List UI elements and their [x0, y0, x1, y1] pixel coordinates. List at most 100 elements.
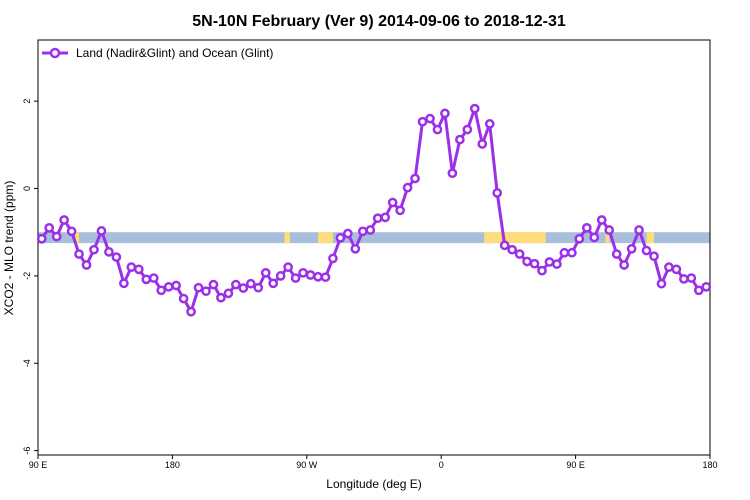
x-tick-label: 90 W — [296, 460, 318, 470]
data-point — [469, 103, 480, 114]
data-point — [178, 293, 189, 304]
x-tick-label: 90 E — [566, 460, 585, 470]
data-point — [410, 173, 420, 184]
data-point — [365, 225, 376, 235]
y-tick-label: -4 — [22, 359, 32, 367]
data-point — [343, 228, 353, 239]
y-tick-label: -2 — [22, 272, 32, 280]
data-point — [36, 233, 47, 244]
y-tick-label: -6 — [22, 447, 32, 455]
data-point — [193, 282, 204, 293]
data-point — [402, 182, 413, 193]
data-point — [447, 168, 458, 179]
data-point — [455, 134, 465, 145]
data-point — [298, 267, 308, 278]
data-point — [604, 225, 615, 235]
series-group — [36, 103, 712, 317]
data-point — [141, 274, 152, 285]
data-point — [357, 226, 368, 237]
data-point — [44, 222, 55, 233]
data-point — [581, 222, 592, 233]
data-point — [514, 249, 525, 259]
data-point — [268, 278, 279, 289]
data-point — [634, 225, 644, 235]
data-point — [664, 262, 674, 273]
data-point — [96, 226, 107, 236]
data-point — [238, 283, 249, 293]
data-point — [611, 249, 622, 259]
data-point — [275, 271, 286, 281]
data-point — [81, 260, 92, 270]
data-point — [156, 285, 167, 296]
legend-marker-swatch — [49, 47, 61, 59]
data-point — [216, 292, 226, 303]
land-patch — [75, 232, 80, 244]
data-point — [507, 244, 517, 255]
data-point — [126, 262, 137, 273]
legend: Land (Nadir&Glint) and Ocean (Glint) — [42, 46, 273, 60]
data-point — [619, 260, 629, 270]
series-line — [40, 107, 707, 314]
data-point — [350, 243, 361, 254]
data-point — [395, 205, 405, 216]
x-tick-label: 90 E — [29, 460, 48, 470]
data-point — [305, 270, 316, 280]
data-point — [163, 281, 174, 292]
y-tick-label: 0 — [22, 186, 32, 191]
data-point — [596, 215, 607, 225]
data-point — [701, 281, 712, 292]
legend-label: Land (Nadir&Glint) and Ocean (Glint) — [76, 46, 273, 60]
data-point — [148, 273, 159, 283]
x-tick-label: 180 — [702, 460, 717, 470]
data-point — [283, 262, 293, 273]
data-point — [201, 286, 211, 297]
data-point — [425, 113, 435, 124]
data-point — [679, 274, 689, 284]
data-point — [372, 213, 383, 224]
data-point — [320, 272, 331, 283]
data-point — [574, 233, 585, 244]
data-point — [245, 278, 256, 289]
data-point — [133, 264, 144, 275]
data-point — [387, 197, 398, 208]
data-point — [462, 124, 473, 135]
data-point — [656, 278, 667, 289]
data-point — [260, 267, 271, 278]
land-patch — [646, 232, 654, 244]
data-point — [290, 273, 301, 283]
data-point — [313, 271, 323, 282]
data-point — [335, 233, 346, 243]
data-point — [529, 258, 540, 269]
data-point — [641, 245, 652, 256]
y-axis: 2 0 -2 -4 -6 — [22, 99, 38, 455]
land-patch — [284, 232, 290, 244]
data-point — [484, 119, 495, 129]
data-point — [417, 116, 428, 127]
data-point — [693, 285, 704, 296]
data-point — [649, 251, 659, 262]
plot-frame — [37, 39, 711, 456]
data-point — [522, 256, 532, 267]
data-point — [253, 282, 264, 293]
land-ocean-band — [38, 232, 710, 244]
data-point — [537, 265, 547, 276]
ocean-band — [38, 232, 710, 244]
data-point — [89, 244, 99, 255]
data-point — [544, 257, 555, 267]
data-point — [74, 249, 84, 259]
y-tick-label: 2 — [22, 99, 32, 104]
data-point — [567, 247, 577, 258]
y-axis-label: XCO2 - MLO trend (ppm) — [2, 181, 16, 316]
data-point — [589, 232, 600, 243]
x-tick-label: 0 — [439, 460, 444, 470]
land-patch — [318, 232, 333, 244]
data-point — [59, 215, 69, 225]
data-point — [440, 108, 450, 119]
data-point — [208, 279, 219, 290]
data-point — [432, 124, 443, 135]
data-point — [186, 306, 196, 317]
data-point — [380, 212, 391, 223]
data-point — [686, 273, 697, 283]
land-patch — [605, 232, 610, 244]
data-point — [231, 279, 241, 290]
